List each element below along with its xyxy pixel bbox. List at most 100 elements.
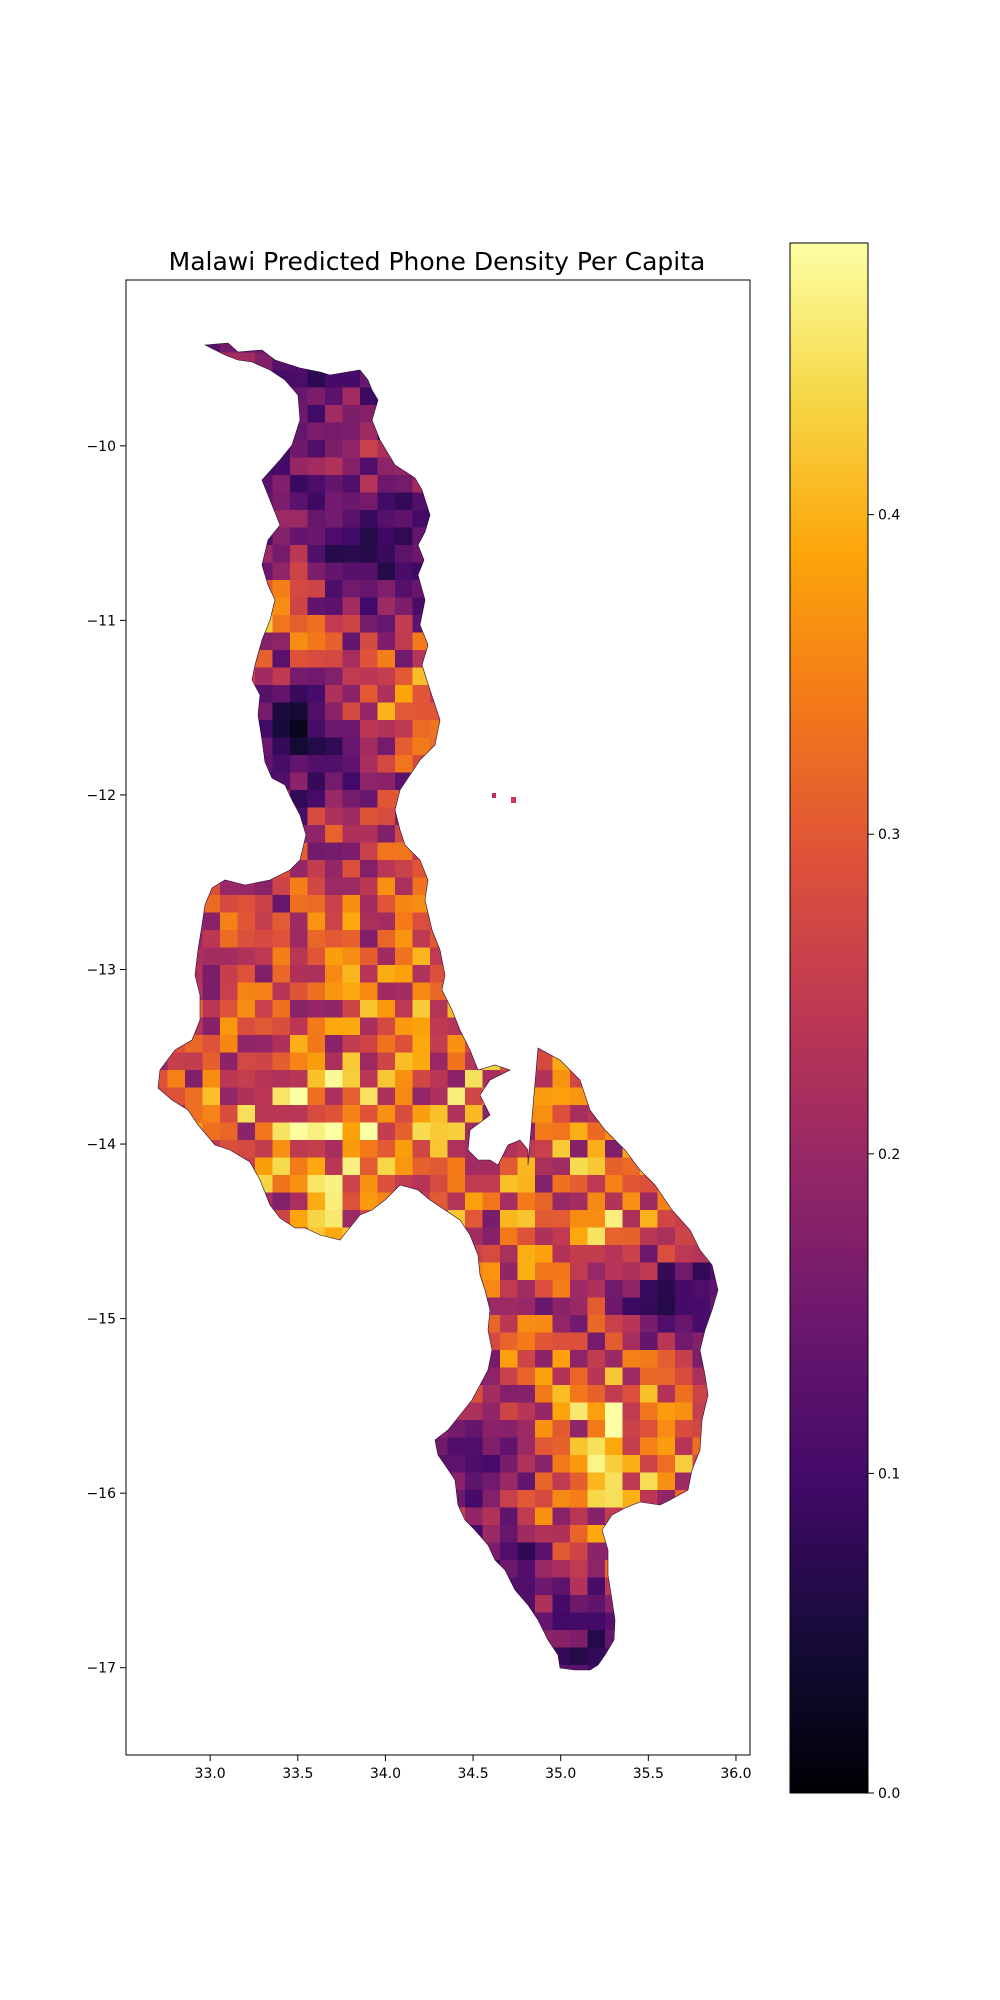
grid-cell: [465, 1490, 483, 1508]
grid-cell: [535, 702, 553, 721]
grid-cell: [710, 1665, 718, 1670]
grid-cell: [605, 1280, 623, 1298]
grid-cell: [640, 352, 658, 371]
grid-cell: [185, 1070, 203, 1088]
grid-cell: [500, 860, 518, 878]
grid-cell: [657, 930, 676, 948]
grid-cell: [185, 930, 203, 948]
y-tick-label: −13: [86, 962, 116, 978]
grid-cell: [570, 1577, 588, 1596]
grid-cell: [535, 370, 553, 388]
grid-cell: [657, 1525, 676, 1543]
grid-cell: [377, 1262, 396, 1281]
grid-cell: [167, 1490, 186, 1508]
grid-cell: [185, 527, 203, 546]
grid-cell: [167, 527, 186, 546]
grid-cell: [325, 1175, 343, 1193]
grid-cell: [412, 965, 431, 983]
grid-cell: [220, 1665, 238, 1670]
grid-cell: [237, 1577, 256, 1596]
grid-cell: [622, 1472, 641, 1491]
grid-cell: [290, 1665, 308, 1670]
grid-cell: [447, 702, 466, 721]
grid-cell: [692, 615, 711, 633]
grid-cell: [412, 825, 431, 843]
grid-cell: [517, 807, 536, 826]
grid-cell: [465, 1647, 483, 1666]
grid-cell: [482, 1035, 501, 1053]
grid-cell: [482, 982, 501, 1001]
grid-cell: [342, 387, 361, 406]
grid-cell: [622, 1507, 641, 1526]
grid-cell: [377, 405, 396, 423]
grid-cell: [517, 580, 536, 598]
grid-cell: [640, 1105, 658, 1123]
grid-cell: [675, 1157, 693, 1176]
grid-cell: [167, 405, 186, 423]
grid-cell: [447, 1612, 466, 1631]
grid-cell: [587, 562, 606, 581]
grid-cell: [657, 527, 676, 546]
grid-cell: [587, 475, 606, 493]
grid-cell: [412, 597, 431, 616]
grid-cell: [395, 545, 413, 563]
grid-cell: [710, 440, 718, 458]
grid-cell: [158, 457, 168, 476]
grid-cell: [622, 825, 641, 843]
grid-cell: [290, 1210, 308, 1228]
grid-cell: [202, 1455, 221, 1473]
grid-cell: [220, 580, 238, 598]
grid-cell: [710, 685, 718, 703]
grid-cell: [395, 1192, 413, 1211]
grid-cell: [158, 475, 168, 493]
grid-cell: [220, 1367, 238, 1386]
grid-cell: [220, 965, 238, 983]
grid-cell: [587, 1262, 606, 1281]
grid-cell: [517, 1542, 536, 1561]
grid-cell: [220, 1350, 238, 1368]
grid-cell: [657, 1507, 676, 1526]
grid-cell: [325, 1507, 343, 1526]
grid-cell: [290, 1402, 308, 1421]
grid-cell: [307, 1070, 326, 1088]
grid-cell: [325, 1647, 343, 1666]
grid-cell: [237, 1367, 256, 1386]
grid-cell: [377, 615, 396, 633]
grid-cell: [255, 947, 273, 966]
grid-cell: [255, 755, 273, 773]
grid-cell: [500, 1035, 518, 1053]
grid-cell: [360, 737, 378, 756]
grid-cell: [552, 982, 571, 1001]
grid-cell: [220, 1122, 238, 1141]
grid-cell: [710, 615, 718, 633]
grid-cell: [675, 982, 693, 1001]
grid-cell: [412, 860, 431, 878]
grid-cell: [447, 1052, 466, 1071]
grid-cell: [377, 702, 396, 721]
grid-cell: [675, 930, 693, 948]
grid-cell: [395, 1035, 413, 1053]
grid-cell: [692, 895, 711, 913]
grid-cell: [412, 790, 431, 808]
grid-cell: [675, 580, 693, 598]
grid-cell: [430, 912, 448, 931]
grid-cell: [535, 1367, 553, 1386]
grid-cell: [325, 1437, 343, 1456]
grid-cell: [167, 492, 186, 511]
grid-cell: [570, 405, 588, 423]
grid-cell: [552, 440, 571, 458]
grid-cell: [307, 1542, 326, 1561]
grid-cell: [465, 1350, 483, 1368]
grid-cell: [272, 1367, 291, 1386]
grid-cell: [237, 1402, 256, 1421]
grid-cell: [675, 1560, 693, 1578]
grid-cell: [272, 912, 291, 931]
grid-cell: [220, 1472, 238, 1491]
grid-cell: [158, 1367, 168, 1386]
grid-cell: [290, 965, 308, 983]
grid-cell: [272, 877, 291, 896]
grid-cell: [158, 1210, 168, 1228]
grid-cell: [587, 860, 606, 878]
grid-cell: [587, 1052, 606, 1071]
grid-cell: [255, 1087, 273, 1106]
